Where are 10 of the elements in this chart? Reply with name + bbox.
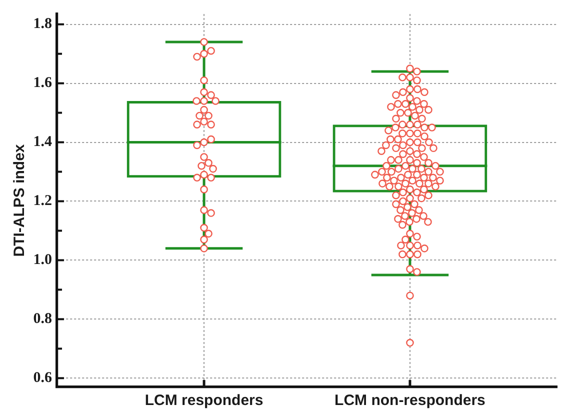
y-axis-title: DTI-ALPS index [11,144,28,257]
y-tick-label: 1.8 [33,16,52,32]
y-tick-label: 0.6 [33,370,52,386]
y-tick-label: 1.6 [33,75,52,92]
y-tick-label: 1.4 [33,134,52,150]
x-tick-label: LCM non-responders [334,392,486,410]
x-tick-label: LCM responders [144,392,264,410]
y-tick-label: 1.2 [33,193,52,210]
y-tick-label: 1.0 [33,252,52,268]
y-tick-label: 0.8 [33,311,52,328]
